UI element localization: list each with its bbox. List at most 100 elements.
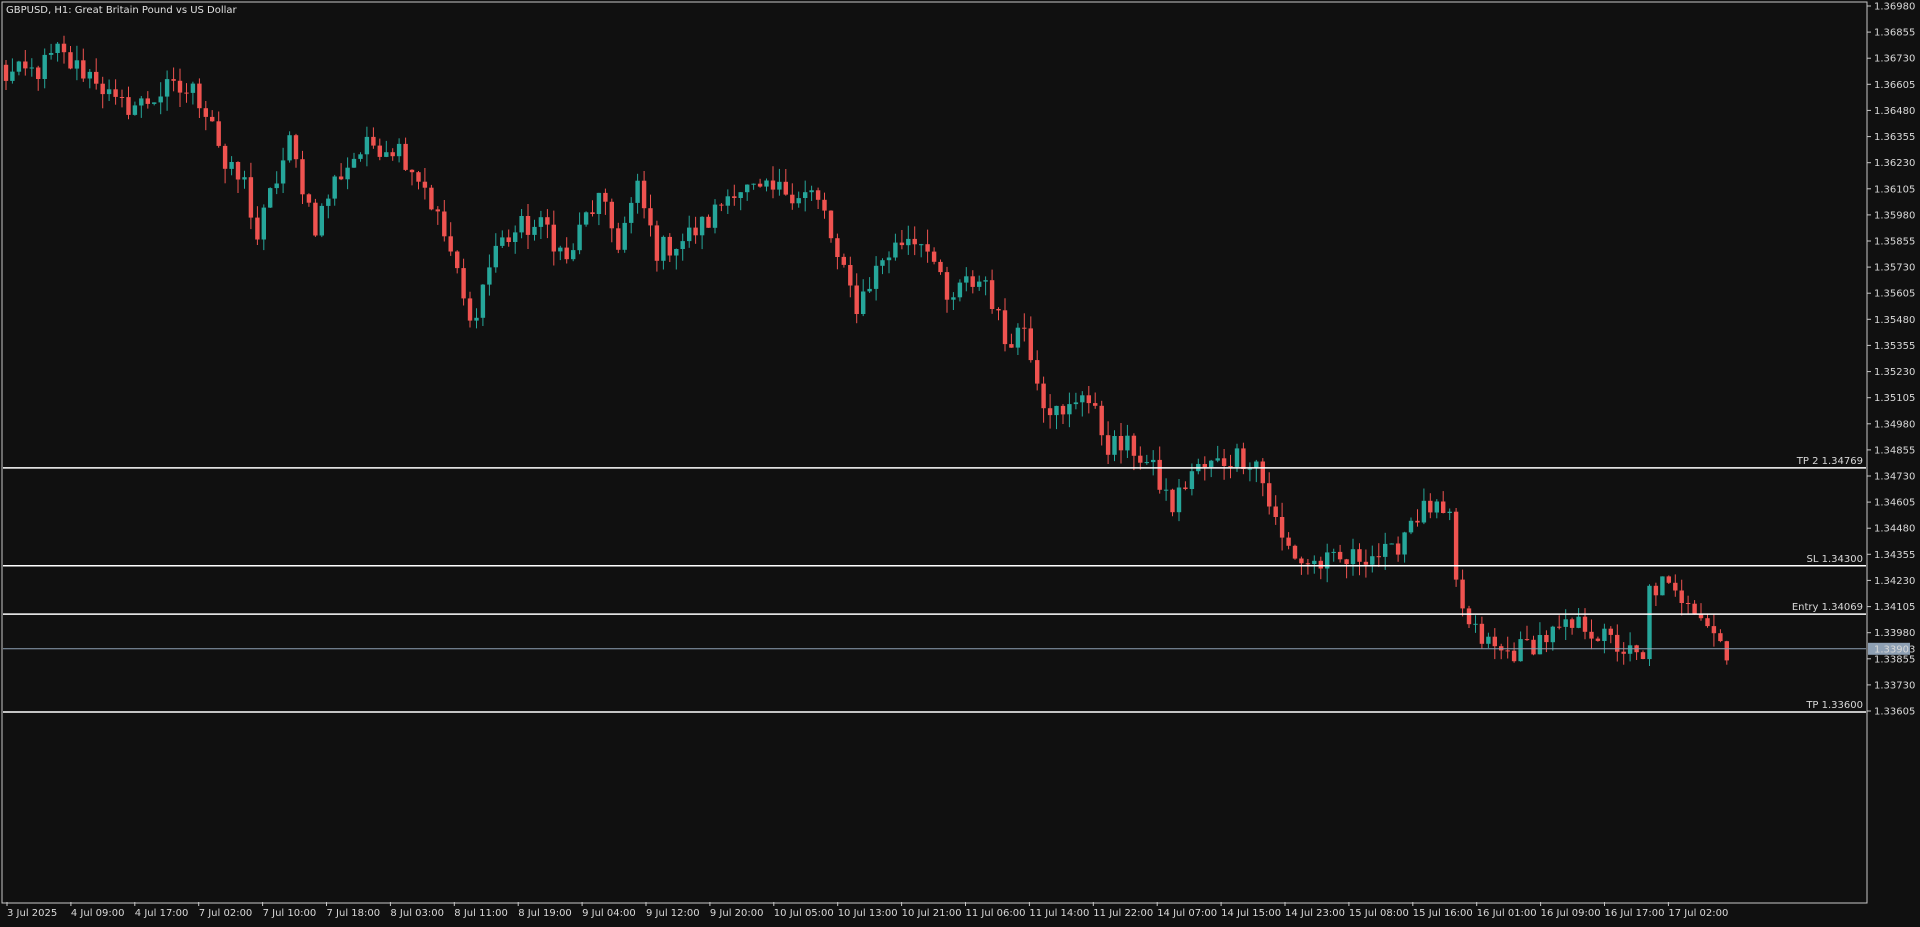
candle-body	[513, 232, 518, 242]
candle	[61, 35, 67, 64]
chart-title: GBPUSD, H1: Great Britain Pound vs US Do…	[6, 5, 238, 16]
candle	[1383, 532, 1388, 570]
candle-body	[1073, 402, 1079, 405]
candle-body	[1254, 461, 1259, 469]
candle	[1215, 445, 1220, 463]
candle-body	[667, 236, 672, 256]
candle-body	[332, 176, 337, 199]
y-tick-label: 1.35605	[1874, 289, 1915, 300]
candle	[1524, 625, 1530, 641]
candle	[1473, 615, 1478, 633]
candle	[1331, 548, 1336, 562]
candle-body	[1453, 511, 1459, 580]
candle-body	[1660, 576, 1665, 596]
y-tick-label: 1.36355	[1874, 132, 1915, 143]
candle	[171, 67, 176, 92]
candle	[1286, 532, 1291, 550]
candle-body	[493, 245, 498, 268]
candle	[338, 163, 344, 181]
candle	[422, 168, 428, 200]
candle-body	[732, 196, 737, 198]
candle	[1634, 644, 1639, 660]
candle-body	[1189, 471, 1195, 489]
candle	[603, 188, 608, 215]
candle-body	[1060, 405, 1066, 415]
candle	[1022, 313, 1027, 342]
candle	[712, 199, 718, 234]
candle	[261, 204, 266, 251]
candle	[1279, 502, 1285, 551]
candle-body	[1144, 462, 1149, 464]
candle	[1318, 556, 1323, 580]
candle	[609, 198, 614, 243]
candle-body	[81, 60, 86, 79]
candle	[1718, 629, 1723, 643]
candle	[487, 254, 492, 296]
candle-body	[132, 105, 138, 115]
candle-body	[255, 217, 260, 240]
candle-body	[274, 183, 279, 189]
candle-body	[36, 67, 41, 79]
candle-body	[371, 136, 376, 146]
candle-body	[1582, 616, 1588, 632]
candle-body	[1047, 408, 1053, 416]
candle-body	[815, 190, 821, 200]
candle-body	[177, 80, 183, 93]
candle-body	[1673, 582, 1678, 591]
x-tick-label: 8 Jul 03:00	[390, 908, 444, 919]
candle-body	[1711, 626, 1717, 634]
candle	[1408, 517, 1414, 535]
candle-body	[145, 98, 150, 104]
candle	[925, 229, 930, 263]
candle	[1389, 543, 1394, 545]
candle	[1576, 608, 1581, 629]
candle	[461, 258, 466, 306]
candle	[1041, 376, 1046, 423]
candle-body	[1473, 623, 1478, 625]
candle	[1673, 574, 1678, 597]
candle	[1254, 459, 1259, 483]
candle	[1595, 636, 1601, 642]
candle	[654, 220, 660, 272]
candle-body	[957, 282, 963, 298]
candle	[745, 184, 750, 201]
candle-body	[480, 284, 486, 318]
candle-body	[1138, 455, 1143, 463]
candle	[216, 111, 221, 148]
candle	[1009, 333, 1014, 348]
candle-body	[674, 249, 679, 256]
candle	[3, 60, 9, 90]
candle-body	[358, 154, 363, 159]
candle-body	[1524, 639, 1530, 641]
x-tick-label: 7 Jul 18:00	[327, 908, 381, 919]
candle-body	[1627, 645, 1633, 654]
x-tick-label: 3 Jul 2025	[7, 908, 57, 919]
candle	[571, 243, 576, 262]
candle	[500, 230, 505, 248]
candle	[1621, 642, 1626, 665]
candle-body	[1015, 327, 1021, 348]
candle-body	[1009, 344, 1014, 348]
candle	[242, 170, 247, 189]
candle	[648, 194, 653, 237]
candle-body	[1331, 551, 1336, 553]
y-tick-label: 1.34730	[1874, 472, 1915, 483]
candle-body	[1002, 310, 1008, 345]
y-tick-label: 1.34355	[1874, 550, 1915, 561]
candle-body	[487, 267, 492, 285]
y-tick-label: 1.36855	[1874, 28, 1915, 39]
candle-body	[538, 217, 544, 227]
candle	[106, 79, 112, 101]
candle	[1125, 424, 1130, 458]
plot-frame	[1, 1, 1868, 904]
candle-body	[280, 160, 286, 184]
candle	[1344, 558, 1349, 579]
candle	[403, 137, 408, 171]
candle-body	[1557, 626, 1562, 628]
x-tick-label: 4 Jul 09:00	[71, 908, 125, 919]
candle	[1550, 625, 1555, 651]
candle	[964, 267, 969, 292]
candle-body	[1415, 520, 1420, 523]
candle-body	[545, 217, 550, 225]
